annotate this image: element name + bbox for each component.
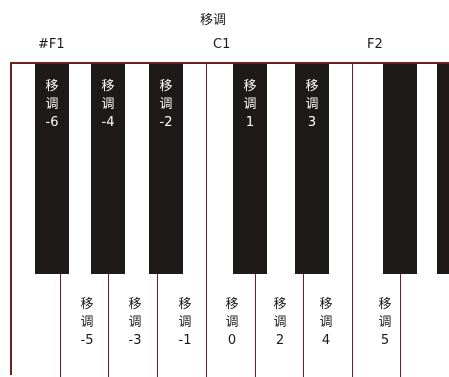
black-key[interactable]	[383, 64, 417, 274]
black-key-label: 移 调 -6	[45, 79, 59, 130]
black-key-label: 移 调 3	[305, 79, 319, 130]
white-key-label: 移 调 -5	[80, 297, 94, 348]
white-key-label: 移 调 2	[273, 297, 287, 348]
piano-keyboard: 移 调 -5 移 调 -3 移 调 -1 移 调 0 移 调 2 移 调 4	[10, 62, 449, 377]
black-key[interactable]: 移 调 -2	[149, 64, 183, 274]
octave-label-f2: F2	[367, 37, 383, 52]
black-key[interactable]: 移 调 -6	[35, 64, 69, 274]
white-key-label: 移 调 0	[225, 297, 239, 348]
page-title: 移调	[200, 13, 227, 28]
black-key[interactable]: 移 调 3	[295, 64, 329, 274]
black-key[interactable]	[437, 64, 449, 274]
white-key-label: 移 调 5	[378, 297, 392, 348]
black-key-label: 移 调 -4	[101, 79, 115, 130]
black-key-label: 移 调 1	[243, 79, 257, 130]
octave-label-f-sharp-1: #F1	[38, 37, 65, 52]
black-key[interactable]: 移 调 -4	[91, 64, 125, 274]
octave-label-c1: C1	[213, 37, 231, 52]
black-key[interactable]: 移 调 1	[233, 64, 267, 274]
black-key-label: 移 调 -2	[159, 79, 173, 130]
white-key-label: 移 调 -3	[128, 297, 142, 348]
white-key-label: 移 调 4	[319, 297, 333, 348]
white-key-label: 移 调 -1	[178, 297, 192, 348]
